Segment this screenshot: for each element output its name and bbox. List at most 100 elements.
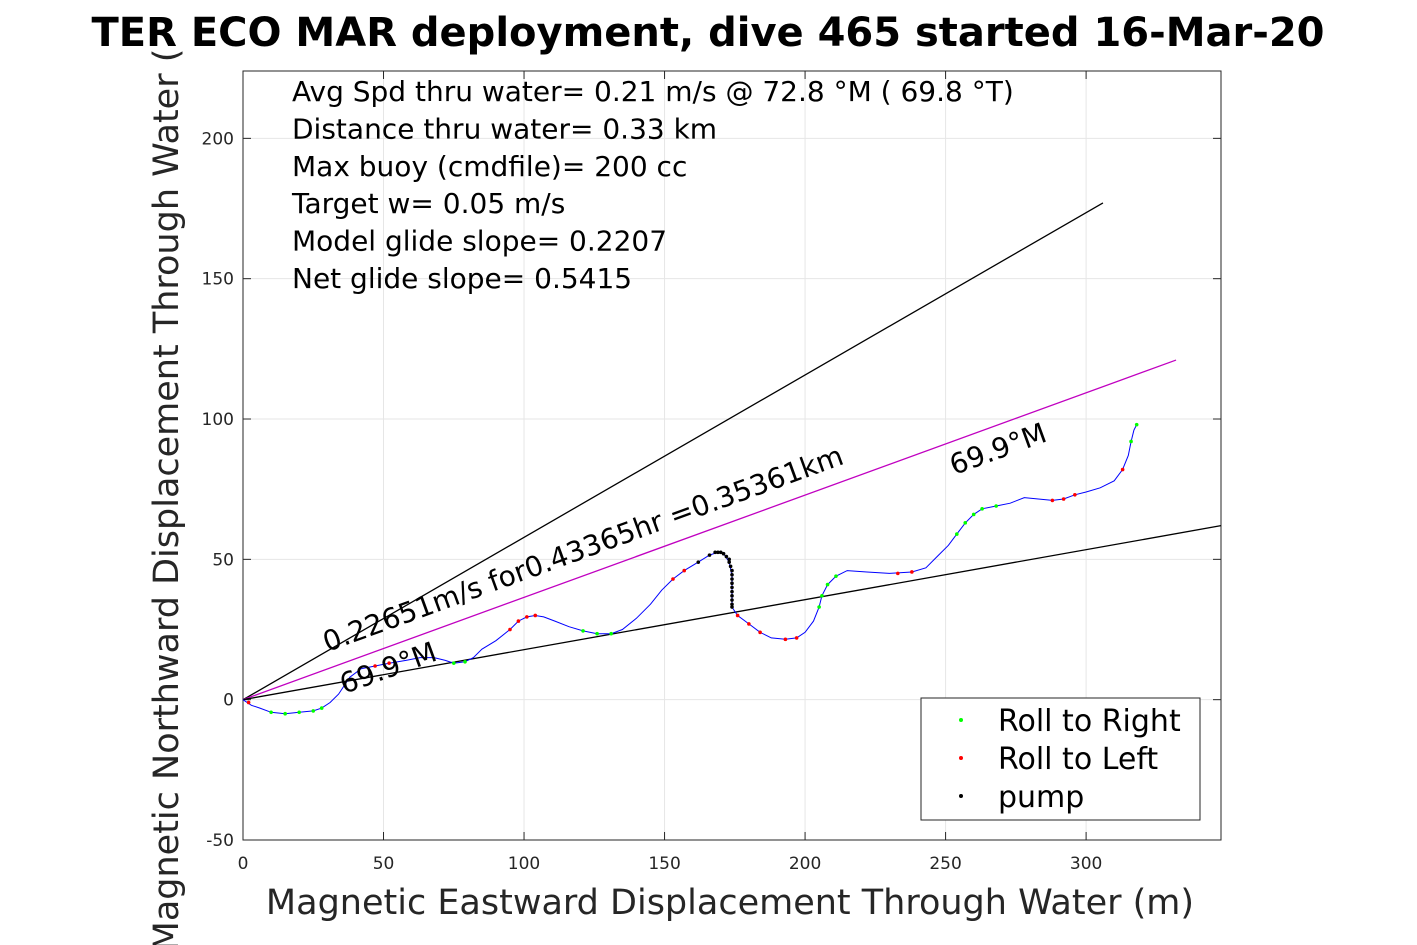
roll-to-right-point	[319, 706, 324, 710]
reference-line	[242, 359, 1177, 701]
roll-to-right-point	[269, 710, 273, 715]
x-tick-label: 300	[1070, 854, 1102, 874]
annotation-label: 69.9°M	[945, 416, 1051, 481]
roll-to-left-point	[896, 571, 900, 576]
grid	[242, 71, 1221, 841]
roll-to-right-point	[595, 631, 599, 636]
pump-point	[730, 589, 734, 594]
stats-line: Avg Spd thru water= 0.21 m/s @ 72.8 °M (…	[292, 75, 1014, 108]
legend-entry: pump	[998, 780, 1084, 815]
roll-to-left-point	[671, 577, 675, 581]
reference-line	[242, 525, 1222, 701]
roll-to-right-point	[283, 711, 287, 716]
pump-point	[730, 598, 734, 602]
roll-to-right-point	[971, 512, 976, 517]
stats-line: Net glide slope= 0.5415	[292, 262, 632, 295]
roll-to-left-point	[508, 627, 512, 632]
x-tick-label: 250	[929, 854, 961, 874]
roll-to-left-point	[794, 636, 799, 640]
roll-to-right-point	[980, 507, 984, 511]
roll-to-right-point	[451, 661, 456, 665]
roll-to-left-point	[758, 630, 762, 635]
roll-to-right-point	[1134, 422, 1139, 427]
roll-to-left-point	[682, 568, 687, 573]
legend-entry: Roll to Right	[998, 704, 1181, 739]
roll-to-left-point	[783, 637, 788, 642]
plot-area	[242, 70, 1222, 841]
pump-point	[724, 554, 729, 559]
roll-to-left-point	[387, 661, 391, 665]
roll-to-right-point	[825, 582, 830, 587]
chart-title: TER ECO MAR deployment, dive 465 started…	[91, 10, 1324, 56]
annotation-label: 0.22651m/s for0.43365hr =0.35361km	[318, 439, 847, 659]
pump-point	[730, 568, 734, 573]
roll-to-left-point	[1061, 497, 1066, 501]
pump-point	[718, 550, 723, 555]
annotations: 0.22651m/s for0.43365hr =0.35361km 69.9°M…	[318, 416, 1050, 700]
marker-layer	[246, 422, 1139, 716]
x-tick-label: 200	[789, 854, 821, 874]
pump-point	[730, 577, 734, 581]
stats-line: Max buoy (cmdfile)= 200 cc	[292, 150, 687, 183]
roll-to-right-point	[311, 709, 316, 713]
roll-to-right-point	[994, 504, 998, 508]
stats-block: Avg Spd thru water= 0.21 m/s @ 72.8 °M (…	[291, 75, 1014, 295]
roll-to-right-point	[1129, 439, 1133, 444]
roll-to-right-point	[963, 521, 968, 525]
x-tick-label: 0	[238, 854, 249, 874]
roll-to-right-point	[834, 574, 838, 578]
stats-line: Model glide slope= 0.2207	[292, 225, 667, 258]
legend-entry: Roll to Left	[998, 742, 1158, 777]
pump-point	[727, 560, 731, 564]
roll-to-left-point	[516, 619, 521, 623]
y-tick-label: 50	[212, 550, 234, 570]
pump-point	[730, 602, 734, 607]
roll-to-left-point	[747, 622, 751, 626]
roll-to-right-point	[581, 629, 585, 633]
reference-line	[242, 202, 1104, 701]
roll-to-right-point	[463, 659, 467, 664]
pump-point	[728, 564, 733, 569]
roll-to-left-point	[1073, 492, 1077, 497]
pump-point	[730, 585, 734, 590]
y-tick-label: 150	[202, 270, 234, 290]
x-tick-label: 150	[648, 854, 680, 874]
roll-to-right-point	[955, 532, 959, 536]
roll-to-left-point	[1050, 498, 1055, 503]
stats-line: Distance thru water= 0.33 km	[292, 112, 717, 145]
roll-to-left-point	[910, 570, 914, 574]
y-tick-label: -50	[206, 831, 234, 851]
pump-point	[707, 553, 712, 557]
stats-line: Target w= 0.05 m/s	[291, 187, 565, 220]
pump-point	[730, 605, 734, 609]
roll-to-left-point	[533, 613, 538, 618]
roll-to-left-point	[373, 664, 377, 668]
legend-marker	[959, 756, 963, 760]
roll-to-left-point	[735, 613, 740, 618]
pump-point	[696, 560, 701, 564]
pump-point	[721, 551, 726, 556]
roll-to-left-point	[525, 615, 529, 619]
x-axis-label: Magnetic Eastward Displacement Through W…	[266, 883, 1194, 923]
pump-point	[716, 550, 720, 555]
legend-marker	[959, 718, 963, 722]
y-tick-label: 200	[202, 129, 234, 149]
pump-point	[730, 572, 734, 577]
roll-to-right-point	[609, 631, 613, 636]
y-tick-label: 100	[202, 410, 234, 430]
reference-lines	[242, 202, 1222, 701]
roll-to-right-point	[817, 605, 821, 609]
pump-point	[730, 594, 734, 598]
x-tick-label: 50	[373, 854, 395, 874]
legend-box	[920, 697, 1201, 821]
y-tick-label: 0	[223, 691, 234, 711]
roll-to-right-point	[820, 594, 824, 598]
legend-marker	[959, 794, 963, 798]
pump-point	[730, 581, 734, 585]
y-axis-label: Magnetic Northward Displacement Through …	[147, 49, 187, 945]
pump-point	[713, 550, 717, 555]
pump-point	[727, 557, 731, 562]
